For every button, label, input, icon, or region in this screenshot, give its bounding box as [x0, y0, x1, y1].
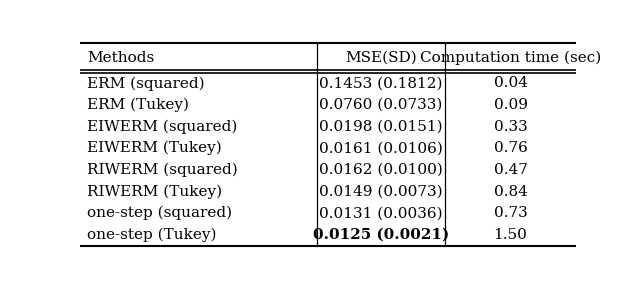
- Text: 0.0149 (0.0073): 0.0149 (0.0073): [319, 184, 443, 198]
- Text: 0.73: 0.73: [493, 206, 527, 220]
- Text: 0.47: 0.47: [493, 163, 527, 177]
- Text: EIWERM (Tukey): EIWERM (Tukey): [88, 141, 222, 156]
- Text: 0.1453 (0.1812): 0.1453 (0.1812): [319, 76, 443, 90]
- Text: one-step (squared): one-step (squared): [88, 206, 232, 221]
- Text: 0.0161 (0.0106): 0.0161 (0.0106): [319, 141, 443, 155]
- Text: ERM (squared): ERM (squared): [88, 76, 205, 91]
- Text: RIWERM (Tukey): RIWERM (Tukey): [88, 184, 223, 199]
- Text: Methods: Methods: [88, 51, 155, 65]
- Text: one-step (Tukey): one-step (Tukey): [88, 228, 217, 242]
- Text: 0.84: 0.84: [493, 184, 527, 198]
- Text: 0.76: 0.76: [493, 141, 527, 155]
- Text: 0.0198 (0.0151): 0.0198 (0.0151): [319, 120, 443, 134]
- Text: 0.0131 (0.0036): 0.0131 (0.0036): [319, 206, 443, 220]
- Text: ERM (Tukey): ERM (Tukey): [88, 98, 189, 112]
- Text: 0.0760 (0.0733): 0.0760 (0.0733): [319, 98, 443, 112]
- Text: 0.04: 0.04: [493, 76, 527, 90]
- Text: 0.33: 0.33: [493, 120, 527, 134]
- Text: Computation time (sec): Computation time (sec): [420, 51, 601, 65]
- Text: RIWERM (squared): RIWERM (squared): [88, 163, 238, 177]
- Text: 0.0162 (0.0100): 0.0162 (0.0100): [319, 163, 443, 177]
- Text: MSE(SD): MSE(SD): [345, 51, 417, 65]
- Text: 1.50: 1.50: [493, 228, 527, 242]
- Text: 0.0125 (0.0021): 0.0125 (0.0021): [313, 228, 449, 242]
- Text: 0.09: 0.09: [493, 98, 527, 112]
- Text: EIWERM (squared): EIWERM (squared): [88, 120, 238, 134]
